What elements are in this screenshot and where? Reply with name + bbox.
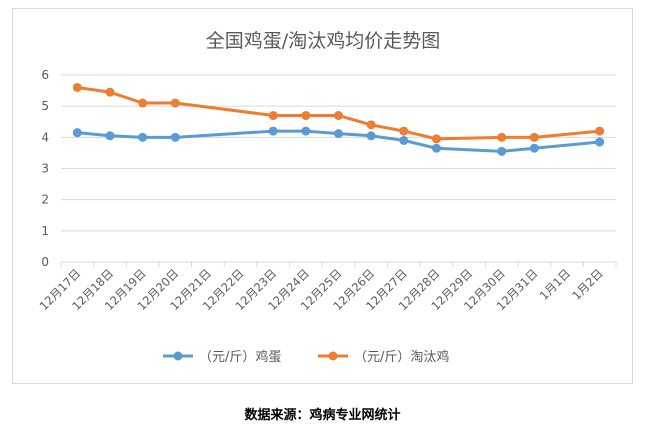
data-point — [72, 82, 82, 92]
y-tick-label: 6 — [41, 68, 49, 82]
data-point — [431, 134, 441, 144]
line-chart: 全国鸡蛋/淘汰鸡均价走势图 0 1 2 3 4 5 6 12月17日12月18日12月19日… — [37, 30, 617, 365]
legend-marker — [173, 351, 183, 361]
data-point — [268, 126, 278, 136]
legend-label: （元/斤）鸡蛋 — [199, 349, 281, 365]
data-point — [497, 146, 507, 156]
data-point — [170, 98, 180, 108]
chart-frame: 全国鸡蛋/淘汰鸡均价走势图 0 1 2 3 4 5 6 12月17日 12月18日 12月19日… — [12, 8, 633, 384]
data-point — [399, 135, 409, 145]
legend: （元/斤）鸡蛋 （元/斤）淘汰鸡 — [163, 349, 449, 365]
y-tick-label: 5 — [41, 99, 49, 113]
data-point — [334, 129, 343, 139]
data-point — [105, 131, 115, 141]
y-axis-ticks: 0 1 2 3 4 5 6 — [41, 68, 49, 269]
x-tick-label: 1月1日 — [537, 266, 574, 303]
y-tick-label: 0 — [41, 255, 49, 269]
data-point — [497, 132, 507, 142]
data-point — [366, 131, 376, 141]
source-note: 数据来源：鸡病专业网统计 — [244, 408, 401, 423]
y-tick-label: 3 — [41, 162, 49, 176]
legend-marker — [328, 351, 338, 361]
data-point — [366, 120, 376, 130]
data-point — [334, 111, 343, 121]
legend-label: （元/斤）淘汰鸡 — [354, 349, 449, 365]
data-point — [529, 143, 539, 153]
data-point — [431, 143, 441, 153]
y-tick-label: 4 — [41, 130, 49, 144]
data-point — [138, 132, 148, 142]
data-point — [138, 98, 148, 108]
data-point — [170, 132, 180, 142]
data-point — [595, 126, 605, 136]
x-tick-label: 1月2日 — [569, 266, 606, 303]
series-lines — [72, 82, 605, 156]
x-axis-ticks: 12月17日12月18日12月19日12月20日12月21日12月22日12月2… — [37, 266, 606, 313]
data-point — [268, 111, 278, 121]
data-point — [72, 128, 82, 138]
data-point — [399, 126, 409, 136]
data-point — [105, 87, 115, 97]
data-point — [301, 126, 311, 136]
chart-title: 全国鸡蛋/淘汰鸡均价走势图 — [206, 30, 440, 52]
y-tick-label: 1 — [41, 224, 49, 238]
data-point — [595, 137, 605, 147]
data-point — [529, 132, 539, 142]
data-point — [301, 111, 311, 121]
y-tick-label: 2 — [41, 193, 49, 207]
